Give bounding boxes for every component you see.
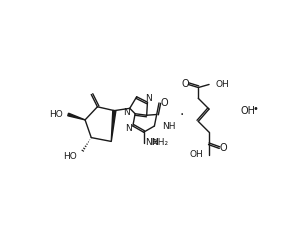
Text: ·: · [180,108,184,122]
Polygon shape [111,110,116,142]
Text: N: N [145,94,152,103]
Text: N: N [125,124,131,133]
Text: •: • [252,104,258,114]
Text: NH₂: NH₂ [151,139,168,147]
Text: 2: 2 [153,139,157,144]
Text: OH: OH [215,80,229,89]
Text: N: N [123,108,130,117]
Text: OH: OH [189,150,203,159]
Text: O: O [161,98,168,108]
Text: NH: NH [162,122,176,131]
Polygon shape [68,113,85,120]
Text: OH: OH [241,106,256,116]
Text: O: O [220,143,228,153]
Text: HO: HO [63,152,77,161]
Text: HO: HO [49,110,63,119]
Text: NH: NH [145,139,159,147]
Text: O: O [181,79,189,89]
